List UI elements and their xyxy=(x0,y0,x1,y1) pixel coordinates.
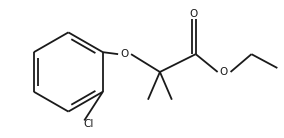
Text: Cl: Cl xyxy=(83,119,93,129)
Text: O: O xyxy=(220,67,228,77)
Text: O: O xyxy=(190,9,198,19)
Text: O: O xyxy=(120,49,128,59)
